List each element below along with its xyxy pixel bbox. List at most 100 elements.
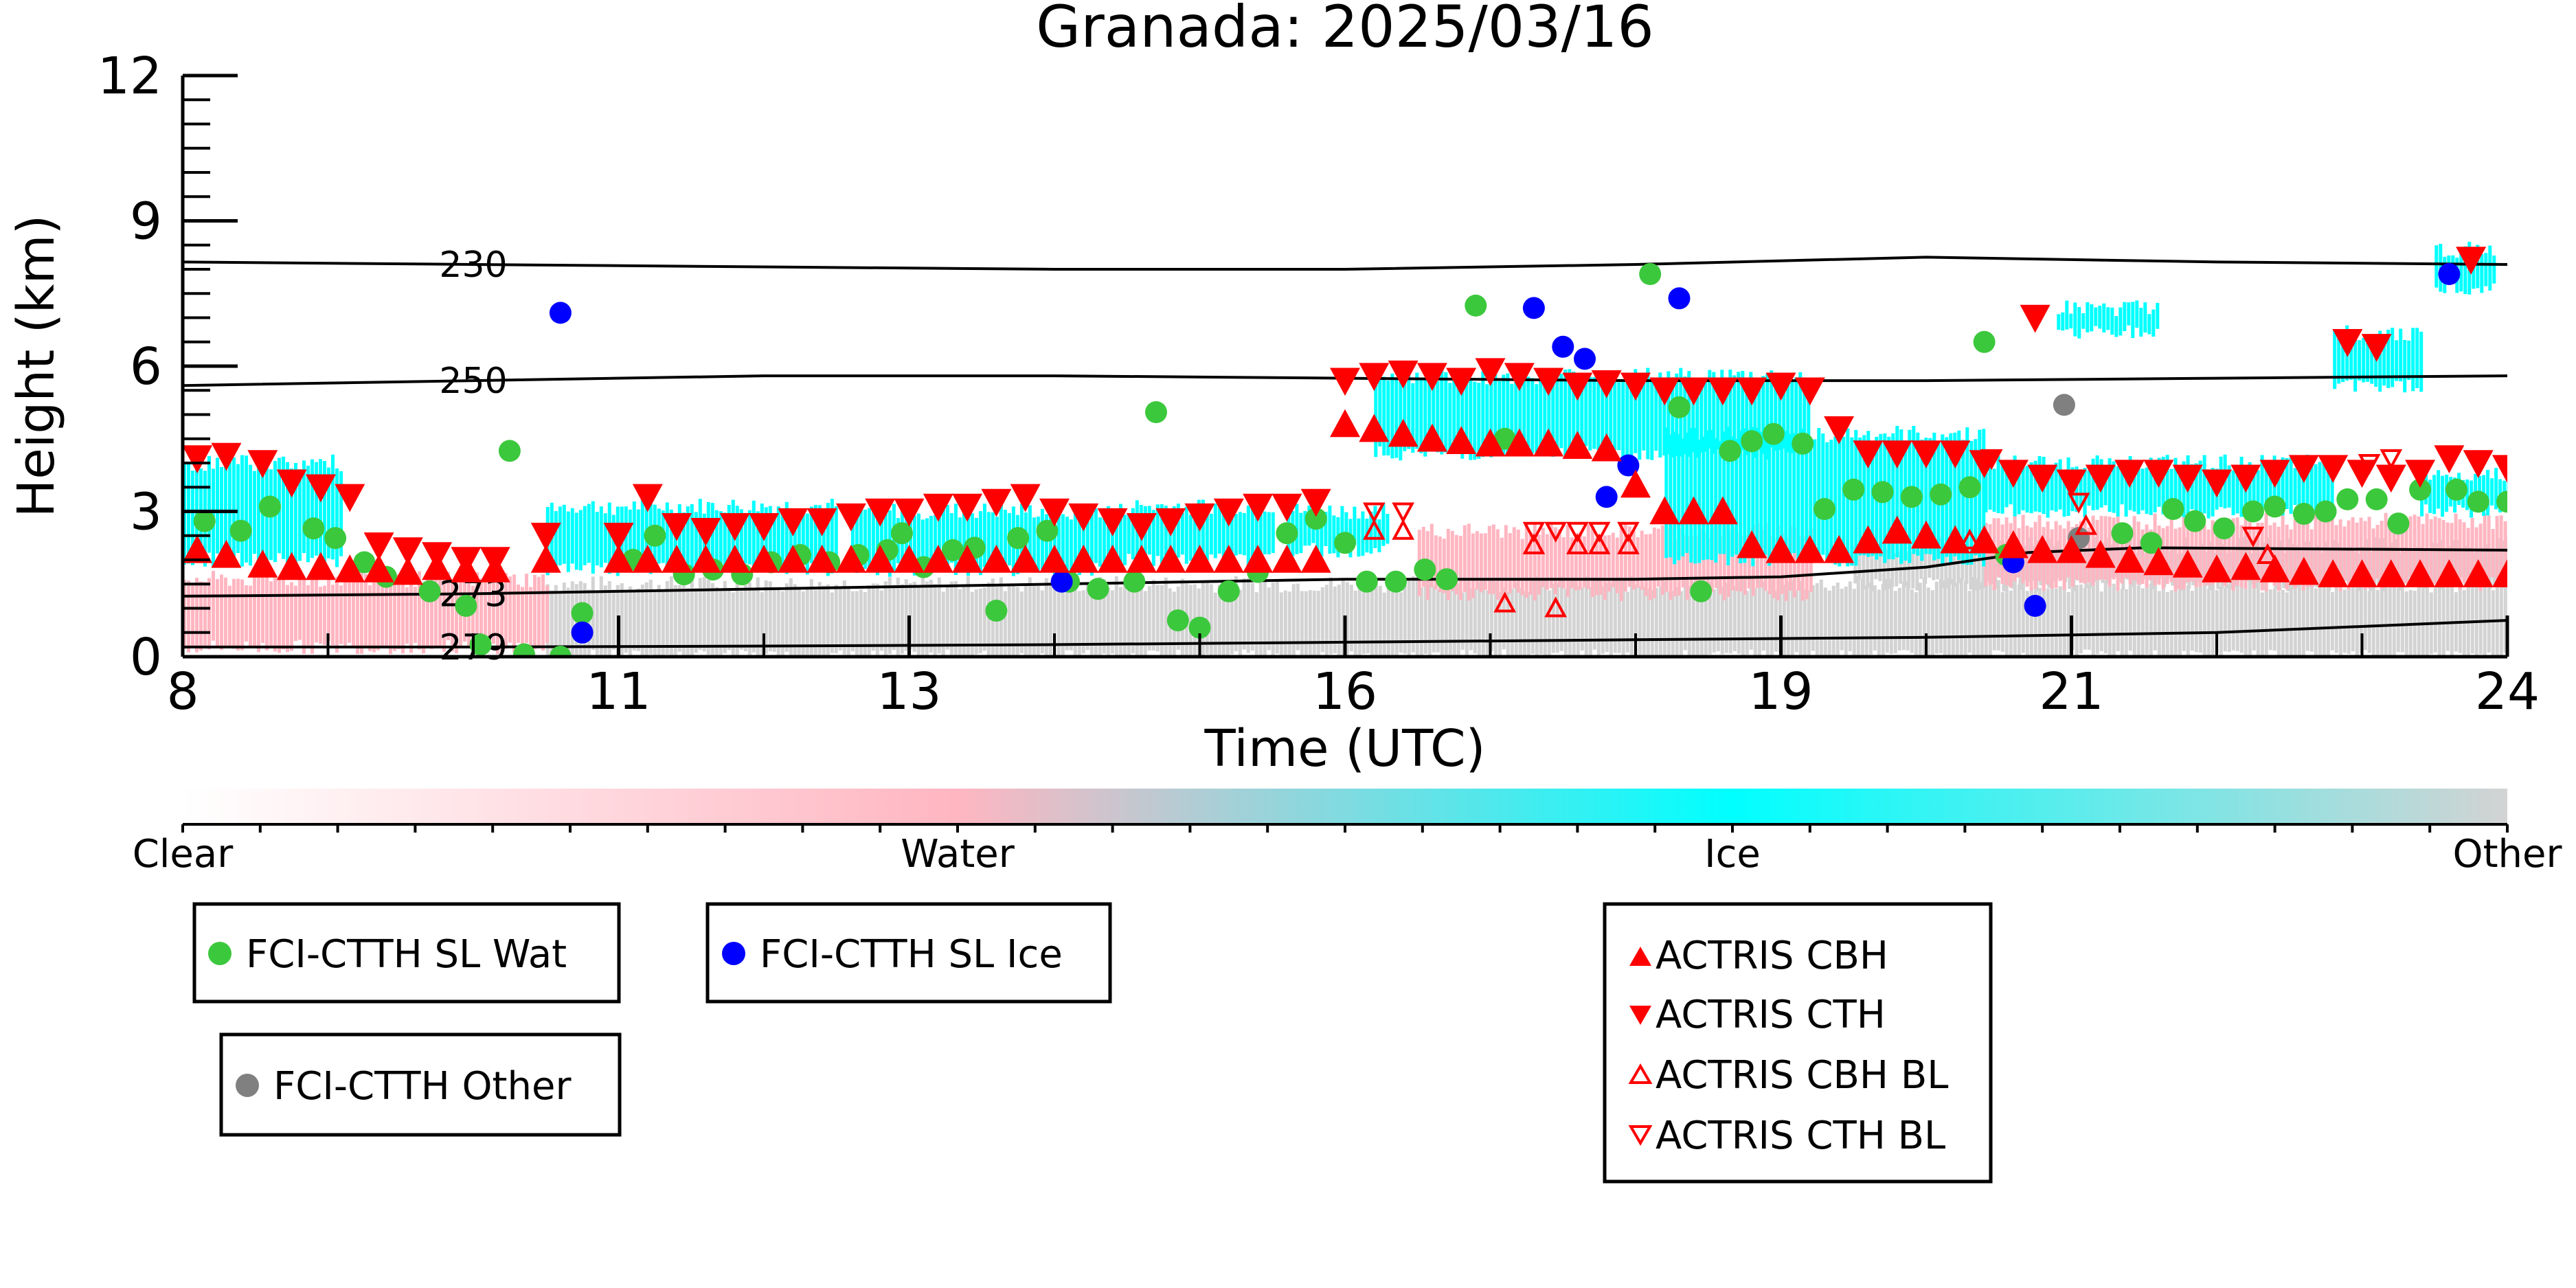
cloud-strip-other — [1370, 591, 1374, 657]
cloud-strip-water — [2276, 526, 2281, 591]
cloud-strip-ice — [1784, 431, 1788, 556]
cloud-strip-ice — [1621, 381, 1625, 459]
cloud-strip-ice — [669, 509, 673, 569]
cloud-strip-other — [892, 585, 896, 651]
cloud-strip-ice — [1217, 503, 1221, 554]
marker-actris-cbh — [2405, 559, 2436, 587]
cloud-strip-ice — [1299, 512, 1303, 554]
cloud-strip-ice — [1691, 383, 1695, 453]
cloud-strip-ice — [245, 455, 248, 563]
cloud-strip-ice — [1551, 377, 1555, 457]
cloud-strip-ice — [2235, 466, 2239, 514]
cloud-strip-ice — [628, 509, 632, 565]
cloud-strip-ice — [1669, 434, 1673, 558]
cloud-strip-other — [1230, 585, 1234, 655]
cloud-strip-water — [496, 583, 499, 655]
cloud-strip-other — [1572, 578, 1576, 657]
cloud-strip-other — [826, 584, 830, 657]
cloud-strip-ice — [1381, 503, 1386, 546]
marker-fci-ctth-sl-wat — [1385, 570, 1407, 593]
cloud-strip-ice — [1576, 382, 1580, 456]
marker-actris-cth — [2288, 455, 2319, 484]
cloud-strip-water — [339, 585, 343, 644]
cloud-strip-ice — [2112, 461, 2116, 513]
marker-actris-cth-bl — [1566, 521, 1589, 543]
marker-fci-ctth-sl-ice — [1552, 335, 1574, 358]
marker-actris-cbh — [1446, 426, 1477, 454]
cloud-strip-other — [1234, 576, 1238, 652]
cloud-strip-ice — [2058, 459, 2062, 510]
cloud-strip-ice — [2153, 464, 2157, 512]
cloud-strip-other — [1866, 539, 1870, 588]
cloud-strip-water — [2297, 523, 2301, 582]
marker-fci-ctth-sl-wat — [1814, 498, 1835, 520]
cloud-strip-water — [471, 585, 475, 644]
cloud-strip-other — [1205, 583, 1209, 655]
cloud-strip-other — [2305, 580, 2309, 651]
cloud-strip-water — [236, 578, 240, 651]
cloud-strip-ice — [2194, 463, 2198, 511]
cloud-strip-water — [1796, 536, 1800, 591]
cloud-strip-other — [1625, 591, 1629, 653]
cloud-strip-ice — [1792, 433, 1796, 554]
cloud-strip-ice — [768, 506, 772, 563]
cloud-strip-other — [1969, 552, 1973, 590]
cloud-strip-other — [2000, 591, 2004, 652]
cloud-strip-other — [570, 581, 574, 657]
cloud-strip-ice — [694, 512, 698, 572]
cloud-strip-other — [1188, 585, 1193, 657]
cloud-strip-other — [2268, 589, 2272, 651]
cloud-strip-other — [1712, 589, 1716, 653]
marker-actris-cbh — [335, 554, 365, 583]
marker-fci-ctth-sl-wat — [2467, 490, 2489, 513]
cloud-strip-other — [1155, 585, 1160, 652]
cloud-strip-ice — [2268, 462, 2272, 507]
cloud-strip-ice — [953, 504, 958, 575]
cloud-strip-ice — [1712, 372, 1716, 454]
cloud-strip-other — [2206, 589, 2211, 657]
cloud-strip-ice — [916, 513, 920, 569]
cloud-strip-other — [1213, 592, 1217, 657]
cloud-strip-ice — [1568, 369, 1572, 456]
cloud-strip-ice — [1788, 433, 1792, 557]
cloud-strip-other — [962, 587, 966, 657]
cloud-strip-ice — [2264, 468, 2268, 508]
cloud-strip-water — [393, 576, 396, 651]
cloud-strip-ice — [1028, 505, 1032, 563]
cloud-strip-ice — [2349, 339, 2353, 380]
marker-actris-cth-bl — [1522, 521, 1546, 543]
cloud-strip-other — [1857, 547, 1862, 580]
cloud-strip-other — [2441, 576, 2445, 657]
cloud-strip-other — [1308, 590, 1312, 657]
cloud-strip-ice — [2399, 328, 2403, 382]
cloud-strip-other — [2037, 587, 2042, 657]
marker-actris-cth — [806, 508, 837, 536]
marker-actris-cth — [422, 542, 453, 570]
x-tick-label: 21 — [2039, 662, 2103, 721]
cloud-strip-ice — [587, 504, 591, 563]
marker-fci-ctth-sl-ice — [549, 302, 572, 324]
marker-actris-cth-bl — [2067, 493, 2090, 514]
cloud-strip-ice — [207, 455, 211, 553]
cloud-strip-ice — [1757, 381, 1761, 449]
marker-fci-ctth-sl-wat — [1871, 481, 1894, 504]
cloud-strip-ice — [191, 471, 194, 565]
cloud-strip-water — [1553, 527, 1557, 595]
cloud-strip-water — [2223, 523, 2227, 586]
cloud-strip-other — [1576, 586, 1580, 657]
cloud-strip-ice — [871, 511, 875, 568]
cloud-strip-other — [2367, 591, 2371, 653]
cloud-strip-ice — [1485, 384, 1489, 449]
marker-fci-ctth-sl-wat — [324, 527, 347, 550]
cloud-strip-ice — [1436, 381, 1440, 453]
cloud-strip-ice — [603, 513, 607, 563]
marker-actris-cbh — [806, 545, 837, 573]
cloud-strip-water — [2083, 521, 2087, 584]
cloud-strip-other — [1848, 581, 1852, 652]
cloud-strip-ice — [1650, 379, 1654, 460]
marker-fci-ctth-sl-wat — [353, 551, 376, 574]
marker-actris-cbh — [2318, 559, 2349, 587]
cloud-strip-ice — [2127, 302, 2131, 326]
cloud-strip-other — [1118, 587, 1122, 657]
cloud-strip-ice — [1407, 374, 1411, 449]
